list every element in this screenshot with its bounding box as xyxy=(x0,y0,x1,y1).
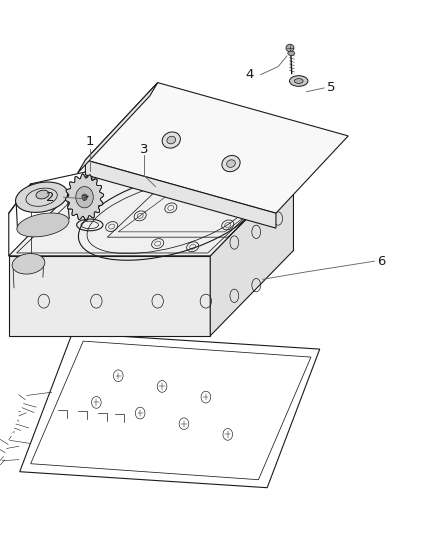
Polygon shape xyxy=(78,83,158,173)
Ellipse shape xyxy=(288,51,295,55)
Text: 5: 5 xyxy=(326,82,335,94)
Text: 3: 3 xyxy=(140,143,149,156)
Text: 2: 2 xyxy=(46,191,55,204)
Polygon shape xyxy=(85,160,276,228)
Polygon shape xyxy=(210,171,293,336)
Ellipse shape xyxy=(162,132,180,148)
Ellipse shape xyxy=(36,190,49,199)
Polygon shape xyxy=(9,171,293,256)
Ellipse shape xyxy=(15,182,68,212)
Text: 4: 4 xyxy=(245,68,254,81)
Ellipse shape xyxy=(286,44,294,52)
Circle shape xyxy=(82,194,87,200)
Ellipse shape xyxy=(226,160,235,167)
Polygon shape xyxy=(85,83,348,213)
Ellipse shape xyxy=(290,76,308,86)
Polygon shape xyxy=(65,174,104,221)
Ellipse shape xyxy=(222,156,240,172)
Polygon shape xyxy=(20,333,320,488)
Text: 1: 1 xyxy=(85,135,94,148)
Text: 6: 6 xyxy=(377,255,385,268)
Ellipse shape xyxy=(12,254,45,274)
Polygon shape xyxy=(9,256,210,336)
Circle shape xyxy=(76,187,93,208)
Ellipse shape xyxy=(167,136,176,144)
Ellipse shape xyxy=(17,213,69,237)
Ellipse shape xyxy=(294,78,303,84)
